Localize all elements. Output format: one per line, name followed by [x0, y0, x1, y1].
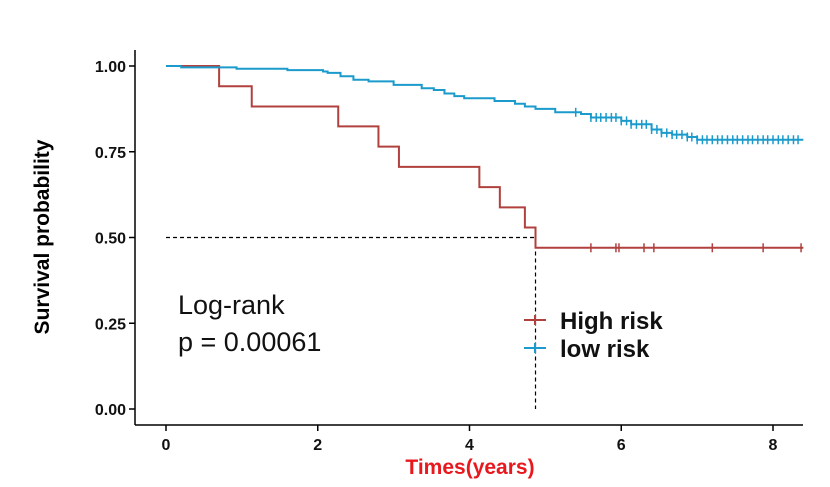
y-ticks: 0.00 0.25 0.50 0.75 1.00 [95, 59, 135, 419]
x-tick-label: 2 [313, 437, 322, 454]
low-risk-curve [166, 65, 804, 141]
y-axis-title: Survival probability [31, 139, 54, 334]
x-tick-label: 4 [465, 437, 474, 454]
y-tick-label: 0.75 [95, 145, 126, 162]
y-tick-label: 1.00 [95, 59, 126, 76]
median-reference-lines [166, 236, 537, 409]
x-axis-title: Times(years) [405, 456, 534, 479]
x-tick-label: 8 [769, 437, 778, 454]
legend-label-high-risk: High risk [560, 308, 663, 335]
y-tick-label: 0.50 [95, 231, 126, 248]
censor-marks [574, 107, 802, 253]
high-risk-curve [166, 65, 804, 249]
y-tick-label: 0.25 [95, 316, 126, 333]
logrank-label: Log-rank [178, 290, 285, 320]
x-tick-label: 0 [162, 437, 171, 454]
x-tick-label: 6 [617, 437, 626, 454]
survival-curves [166, 65, 804, 249]
p-value-label: p = 0.00061 [178, 327, 321, 357]
y-tick-label: 0.00 [95, 402, 126, 419]
x-ticks: 0 2 4 6 8 [162, 425, 778, 454]
legend-label-low-risk: low risk [560, 336, 650, 363]
